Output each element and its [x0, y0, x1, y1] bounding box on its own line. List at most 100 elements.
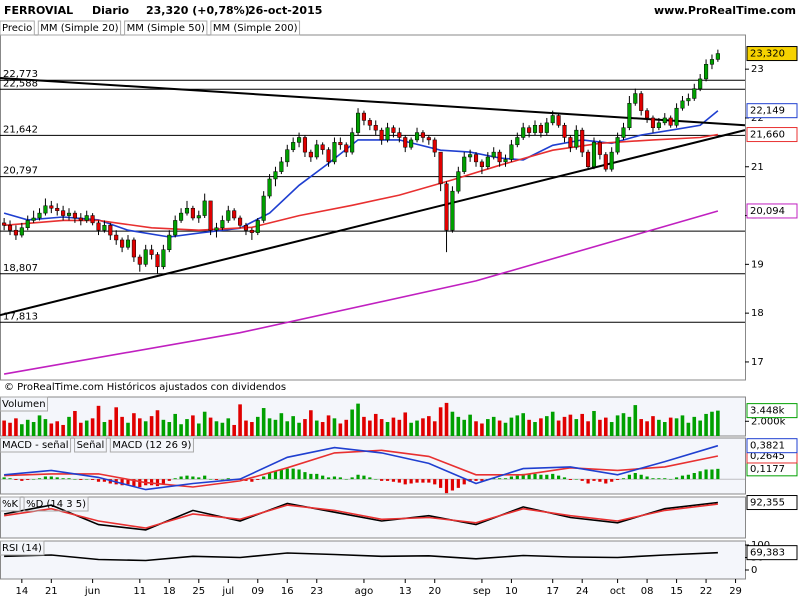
volume-bar [61, 424, 65, 436]
legend-box [124, 20, 208, 36]
volume-bar [527, 419, 531, 436]
volume-bar [379, 419, 384, 436]
volume-bar [226, 418, 231, 436]
legend-entry: RSI (14) [2, 543, 42, 554]
candle-body [161, 249, 166, 268]
histogram-bar [716, 468, 720, 480]
x-tick-label: 29 [729, 586, 742, 597]
histogram-bar [197, 477, 201, 480]
volume-bar [432, 421, 437, 436]
legend-box [0, 496, 21, 512]
histogram-bar [132, 479, 136, 487]
volume-bar [686, 422, 691, 436]
histogram-bar [214, 479, 219, 480]
histogram-bar [439, 479, 443, 488]
volume-bar [79, 422, 83, 436]
histogram-bar [73, 479, 77, 480]
histogram-bar [456, 479, 460, 488]
candle-body [137, 256, 142, 265]
candle-body [420, 132, 425, 138]
histogram-bar [220, 479, 224, 480]
volume-bar [2, 420, 6, 436]
volume-bar [674, 418, 679, 436]
candle-body [438, 151, 443, 185]
volume-bar [179, 424, 183, 436]
histogram-bar [273, 471, 278, 480]
candle-body [31, 217, 36, 221]
level-label: 20,797 [3, 166, 38, 177]
volume-bar [14, 418, 18, 436]
volume-bar [562, 416, 567, 436]
x-tick-label: 25 [192, 586, 205, 597]
legend-entry: %D (14 3 5) [26, 499, 86, 510]
x-tick-label: 09 [251, 586, 264, 597]
histogram-bar [79, 479, 83, 480]
histogram-bar [480, 479, 484, 481]
candle-body [202, 200, 207, 216]
candle-body [25, 220, 30, 229]
x-tick-label: oct [610, 586, 626, 597]
candle-body [90, 215, 95, 224]
legend-box [0, 20, 35, 36]
volume-bar [126, 422, 130, 436]
volume-bar [409, 422, 413, 436]
candle-body [238, 217, 243, 226]
histogram-bar [303, 472, 307, 480]
histogram-bar [49, 476, 53, 480]
volume-bar [261, 408, 266, 436]
volume-bar [427, 416, 431, 436]
histogram-bar [421, 479, 425, 483]
candle-body [444, 183, 449, 231]
histogram-bar [149, 479, 154, 486]
volume-bar [25, 419, 30, 436]
volume-bar [545, 416, 549, 436]
x-tick-label: 14 [15, 586, 28, 597]
last-value-label: 92,355 [750, 498, 785, 509]
histogram-bar [592, 479, 596, 481]
volume-bar [173, 413, 177, 436]
volume-bar [668, 417, 673, 436]
histogram-bar [14, 479, 18, 480]
candle-body [344, 144, 349, 153]
candle-body [273, 171, 278, 180]
panel-frame [0, 34, 746, 381]
candle-body [491, 151, 496, 158]
legend-box [109, 437, 194, 453]
histogram-bar [291, 468, 295, 480]
last-value-label: 22,149 [750, 106, 785, 117]
candle-body [544, 122, 549, 133]
volume-bar [143, 421, 148, 436]
candle-body [102, 225, 107, 231]
volume-bar [232, 424, 236, 436]
histogram-bar [26, 479, 30, 480]
last-value-box [746, 495, 798, 511]
candle-body [456, 171, 461, 192]
candle-body [397, 132, 402, 138]
candle-body [261, 195, 266, 221]
candle-body [586, 151, 591, 168]
volume-bar [208, 417, 213, 436]
x-tick-label: 13 [399, 586, 412, 597]
period: Diario [92, 4, 130, 17]
histogram-bar [568, 479, 572, 480]
candle-body [391, 127, 396, 133]
histogram-bar [226, 478, 230, 480]
volume-bar [67, 416, 71, 436]
symbol: FERROVIAL [4, 4, 73, 17]
candle-body [568, 137, 573, 148]
volume-bar [155, 410, 160, 436]
histogram-bar [651, 478, 655, 480]
level-label: 22,773 [3, 69, 38, 80]
histogram-bar [598, 479, 602, 482]
histogram-bar [356, 474, 360, 480]
volume-bar [279, 413, 284, 436]
volume-bar [196, 423, 201, 436]
candle-body [497, 151, 502, 163]
volume-bar [356, 403, 360, 436]
histogram-bar [539, 474, 543, 480]
volume-bar [31, 422, 36, 436]
histogram-bar [96, 479, 101, 482]
histogram-bar [545, 474, 549, 480]
volume-bar [84, 420, 89, 436]
candle-body [361, 112, 366, 121]
